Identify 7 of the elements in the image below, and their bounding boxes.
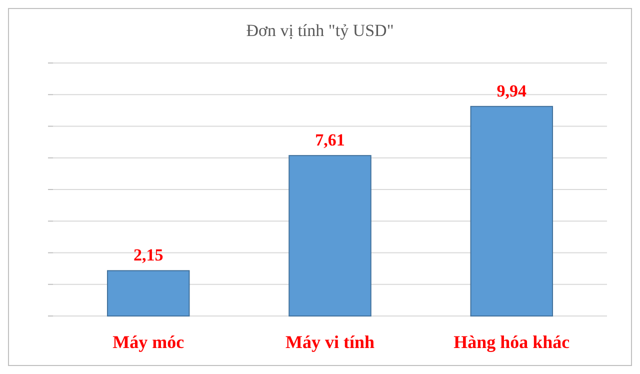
x-tick-label: Hàng hóa khác — [454, 332, 570, 352]
data-label: 9,94 — [496, 81, 528, 100]
chart-title: Đơn vị tính "tỷ USD" — [246, 21, 394, 40]
x-tick-label: Máy móc — [112, 332, 184, 352]
data-label: 2,15 — [133, 246, 164, 265]
x-tick-label: Máy vi tính — [285, 332, 375, 352]
data-label: 7,61 — [315, 130, 345, 150]
